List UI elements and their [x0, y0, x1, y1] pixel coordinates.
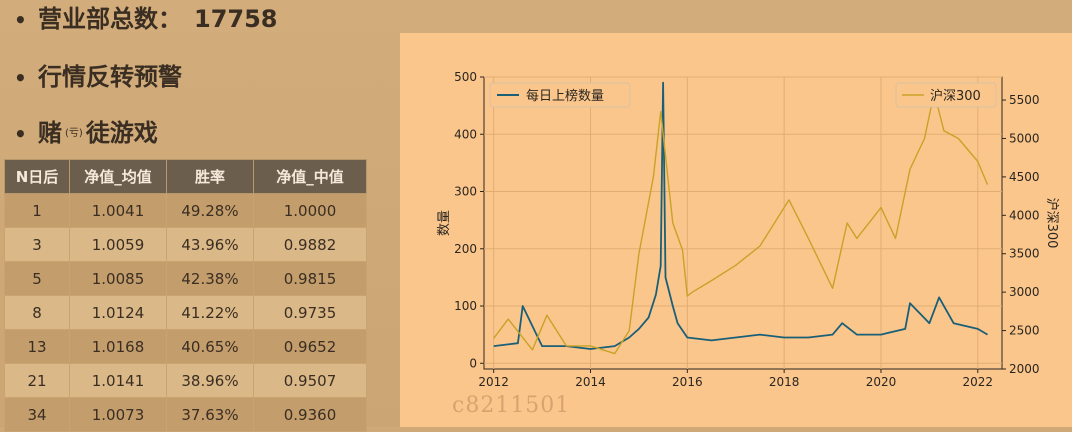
bullet-dot: • [14, 122, 27, 146]
y-tick-label-left: 200 [454, 242, 477, 256]
y-tick-label-right: 4000 [1009, 208, 1040, 222]
table-cell: 0.9735 [253, 295, 367, 330]
header-nav-mean: 净值_均值 [69, 159, 167, 194]
table-cell: 1.0141 [69, 363, 167, 398]
table-cell: 49.28% [166, 193, 254, 228]
performance-table: N日后 净值_均值 胜率 净值_中值 1 1.0041 49.28% 1.0000 3… [4, 159, 367, 432]
legend-label-csi300: 沪深300 [930, 88, 981, 104]
bullet-gambler-game: • 赌 (亏) 徒游戏 [14, 116, 158, 150]
table-cell: 42.38% [166, 261, 254, 296]
y-tick-label-left: 500 [454, 70, 477, 84]
x-tick-label: 2022 [963, 375, 994, 389]
legend-box-left [489, 82, 631, 108]
y-tick-label-left: 300 [454, 185, 477, 199]
y-tick-label-right: 2000 [1009, 362, 1040, 376]
table-row: 8 1.0124 41.22% 0.9735 [4, 295, 367, 330]
table-cell: 1.0168 [69, 329, 167, 364]
table-cell: 1.0059 [69, 227, 167, 262]
bullet-branch-count: • 营业部总数： 17758 [14, 2, 278, 36]
y-axis-label-left: 数量 [437, 210, 452, 236]
table-cell: 5 [4, 261, 70, 296]
table-row: 1 1.0041 49.28% 1.0000 [4, 193, 367, 228]
x-tick-label: 2018 [769, 375, 800, 389]
bullet-reversal-warning: • 行情反转预警 [14, 60, 182, 94]
table-cell: 0.9360 [253, 397, 367, 432]
bullet-text-a: 赌 [38, 119, 62, 147]
y-tick-label-left: 400 [454, 127, 477, 141]
plot-area [483, 76, 1003, 370]
bullet-small-note: (亏) [65, 128, 83, 139]
y-tick-label-left: 0 [469, 356, 477, 370]
table-cell: 41.22% [166, 295, 254, 330]
table-cell: 0.9507 [253, 363, 367, 398]
table-cell: 34 [4, 397, 70, 432]
bullet-dot: • [14, 66, 27, 90]
bullet-dot: • [14, 8, 27, 32]
header-win-rate: 胜率 [166, 159, 254, 194]
table-cell: 1.0073 [69, 397, 167, 432]
dual-axis-line-chart: 2012 2014 2016 2018 2020 2022 0 100 200 300 400 500… [437, 70, 1060, 389]
x-tick-label: 2016 [672, 375, 703, 389]
y-axis-label-right: 沪深300 [1044, 198, 1060, 249]
y-tick-label-right: 3000 [1009, 285, 1040, 299]
table-cell: 43.96% [166, 227, 254, 262]
table-row: 3 1.0059 43.96% 0.9882 [4, 227, 367, 262]
bullet-text: 行情反转预警 [38, 63, 182, 91]
watermark-text: c8211501 [452, 393, 571, 418]
table-cell: 0.9652 [253, 329, 367, 364]
table-cell: 37.63% [166, 397, 254, 432]
table-row: 21 1.0141 38.96% 0.9507 [4, 363, 367, 398]
table-cell: 0.9815 [253, 261, 367, 296]
table-row: 13 1.0168 40.65% 0.9652 [4, 329, 367, 364]
table-cell: 1.0000 [253, 193, 367, 228]
branch-count-value: 17758 [194, 5, 278, 33]
x-tick-label: 2012 [478, 375, 509, 389]
legend-label-daily-count: 每日上榜数量 [526, 88, 604, 104]
y-tick-label-right: 2500 [1009, 324, 1040, 338]
table-cell: 3 [4, 227, 70, 262]
table-cell: 40.65% [166, 329, 254, 364]
bullet-text: 营业部总数： [38, 5, 182, 33]
table-cell: 13 [4, 329, 70, 364]
x-tick-label: 2020 [866, 375, 897, 389]
x-tick-label: 2014 [575, 375, 606, 389]
table-row: 34 1.0073 37.63% 0.9360 [4, 397, 367, 432]
legend-box-right [895, 82, 997, 108]
table-cell: 1 [4, 193, 70, 228]
table-cell: 0.9882 [253, 227, 367, 262]
y-tick-label-right: 4500 [1009, 170, 1040, 184]
y-tick-label-right: 5000 [1009, 131, 1040, 145]
table-cell: 1.0041 [69, 193, 167, 228]
table-cell: 8 [4, 295, 70, 330]
bullet-text-b: 徒游戏 [85, 119, 158, 147]
table-cell: 21 [4, 363, 70, 398]
y-tick-label-left: 100 [454, 299, 477, 313]
header-n-days: N日后 [4, 159, 70, 194]
table-row: 5 1.0085 42.38% 0.9815 [4, 261, 367, 296]
table-cell: 38.96% [166, 363, 254, 398]
header-nav-median: 净值_中值 [253, 159, 367, 194]
y-tick-label-right: 3500 [1009, 247, 1040, 261]
series-line-csi300 [493, 91, 989, 355]
y-tick-label-right: 5500 [1009, 93, 1040, 107]
table-cell: 1.0124 [69, 295, 167, 330]
table-header-row: N日后 净值_均值 胜率 净值_中值 [4, 159, 367, 194]
table-cell: 1.0085 [69, 261, 167, 296]
